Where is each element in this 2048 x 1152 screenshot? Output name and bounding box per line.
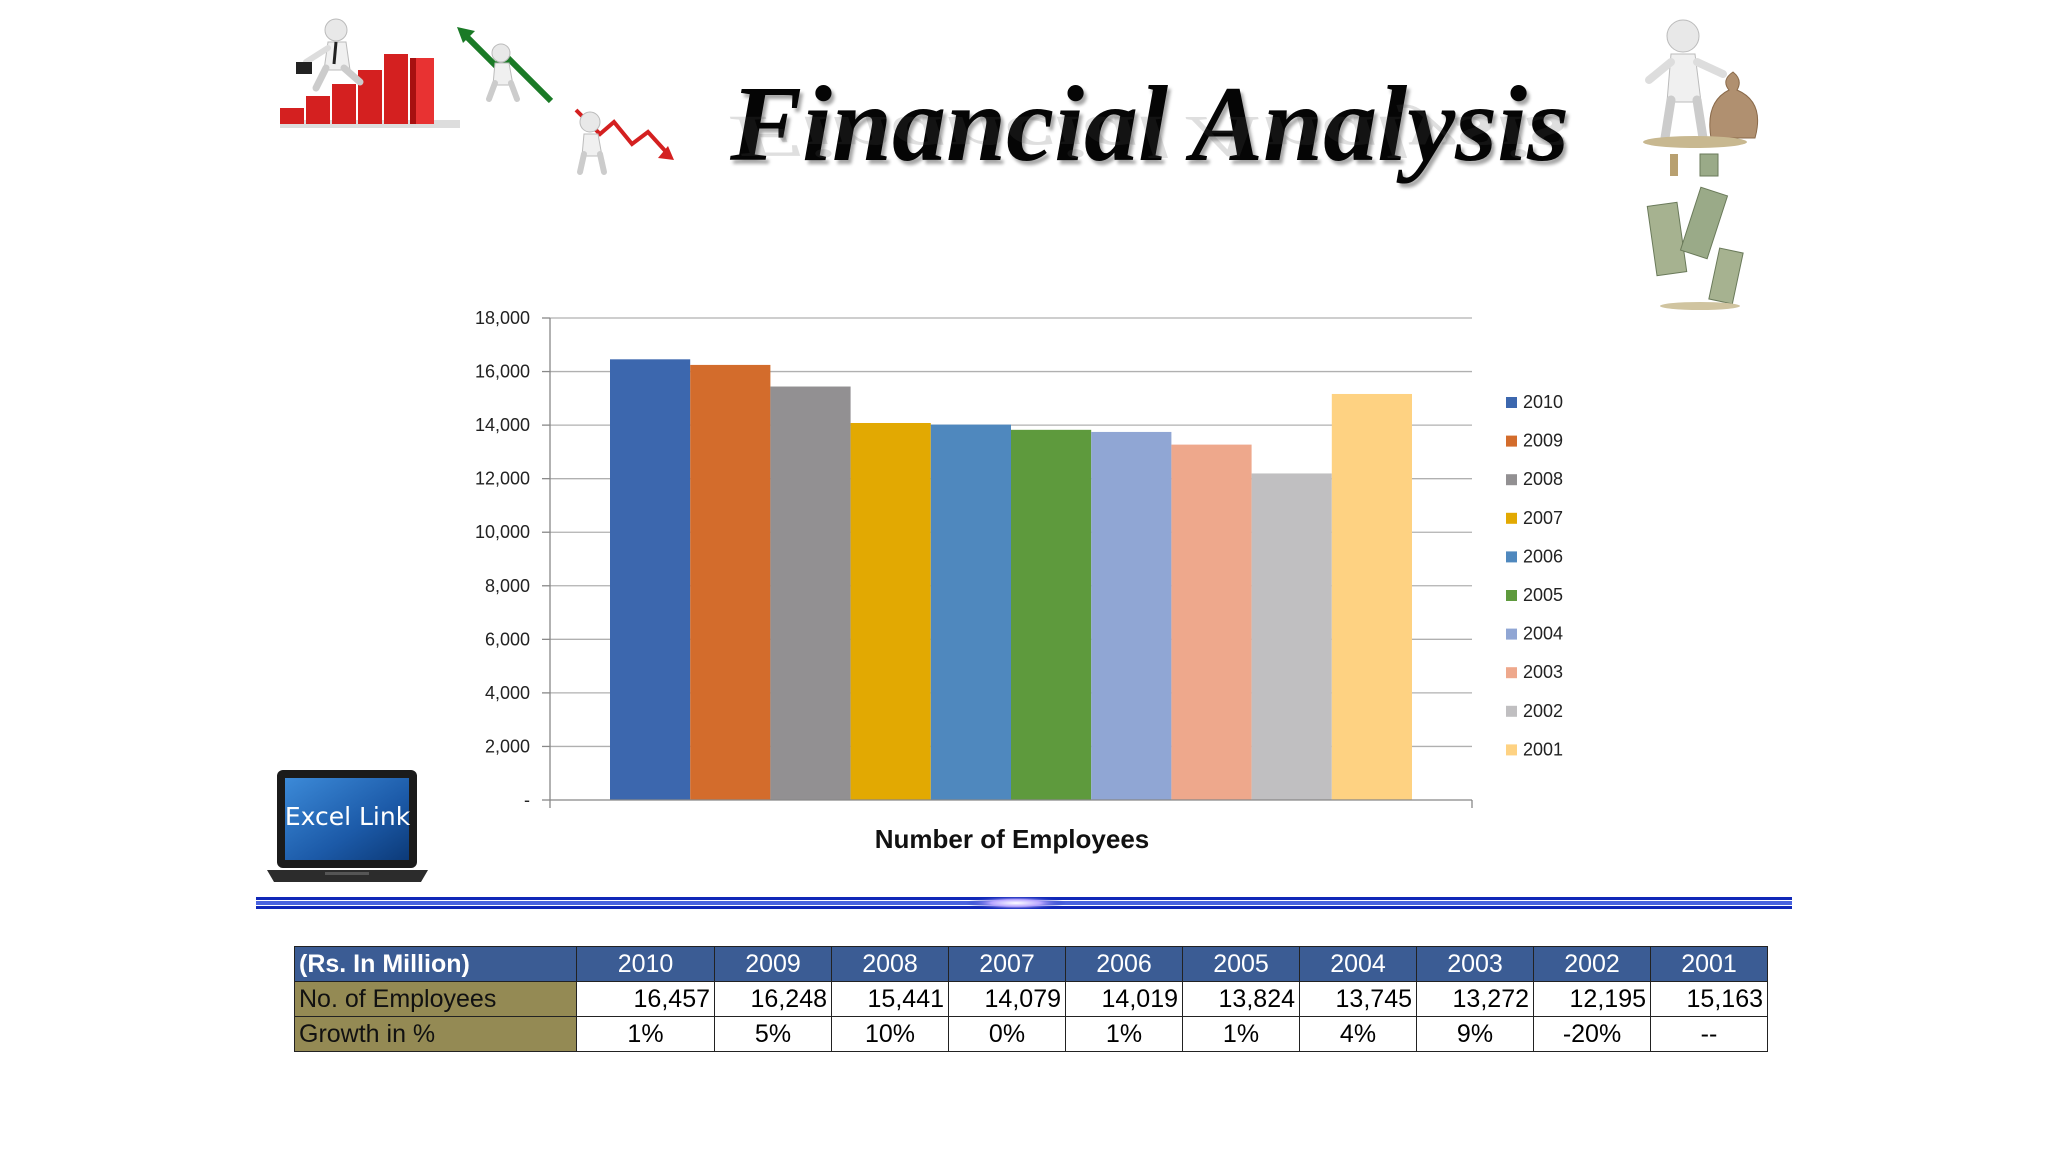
table-cell: 0% <box>948 1016 1066 1052</box>
y-tick-label: 6,000 <box>485 629 530 649</box>
legend-label-2010: 2010 <box>1523 392 1563 412</box>
table-row-employees: No. of Employees 16,457 16,248 15,441 14… <box>294 981 1768 1017</box>
table-cell: 16,457 <box>576 981 715 1017</box>
legend-label-2004: 2004 <box>1523 624 1563 644</box>
table-cell: 12,195 <box>1533 981 1651 1017</box>
page-title-reflection: Financial Analysis <box>730 103 1570 170</box>
table-cell: 14,079 <box>948 981 1066 1017</box>
table-cell: 4% <box>1299 1016 1417 1052</box>
y-tick-label: 8,000 <box>485 576 530 596</box>
table-row-growth: Growth in % 1% 5% 10% 0% 1% 1% 4% 9% -20… <box>294 1016 1768 1052</box>
figure-falling-arrow-icon <box>574 108 674 175</box>
legend-swatch-2008 <box>1506 474 1517 486</box>
legend-swatch-2010 <box>1506 397 1517 408</box>
table-cell: 1% <box>1182 1016 1300 1052</box>
legend-label-2005: 2005 <box>1523 585 1563 605</box>
bar-2010 <box>610 359 691 800</box>
y-tick-label: 18,000 <box>475 308 530 328</box>
table-cell: 15,441 <box>831 981 949 1017</box>
legend-label-2008: 2008 <box>1523 469 1563 489</box>
table-cell: -20% <box>1533 1016 1651 1052</box>
laptop-icon <box>267 770 428 882</box>
legend-label-2003: 2003 <box>1523 662 1563 682</box>
table-cell: 16,248 <box>714 981 832 1017</box>
y-tick-label: - <box>524 790 530 810</box>
legend-swatch-2009 <box>1506 435 1517 447</box>
legend-label-2009: 2009 <box>1523 431 1563 451</box>
row-label: No. of Employees <box>294 981 577 1017</box>
legend-label-2002: 2002 <box>1523 701 1563 721</box>
column-header: 2001 <box>1650 946 1768 982</box>
falling-banknotes-icon <box>1646 153 1744 310</box>
y-tick-label: 10,000 <box>475 522 530 542</box>
table-cell: 13,824 <box>1182 981 1300 1017</box>
column-header: 2008 <box>831 946 949 982</box>
section-divider <box>256 897 1792 909</box>
bar-2002 <box>1251 473 1332 800</box>
table-header-row: (Rs. In Million) 2010 2009 2008 2007 200… <box>294 946 1768 982</box>
table-cell: 13,272 <box>1416 981 1534 1017</box>
row-label: Growth in % <box>294 1016 577 1052</box>
bar-2004 <box>1091 431 1172 800</box>
legend-swatch-2001 <box>1506 744 1517 756</box>
page-title: Financial Analysis <box>730 65 1570 184</box>
legend-swatch-2002 <box>1506 705 1517 717</box>
column-header: 2009 <box>714 946 832 982</box>
bar-2008 <box>770 386 851 800</box>
legend-label-2001: 2001 <box>1523 739 1563 759</box>
legend-swatch-2004 <box>1506 628 1517 640</box>
legend-swatch-2006 <box>1506 551 1517 563</box>
employee-data-table: (Rs. In Million) 2010 2009 2008 2007 200… <box>294 946 1768 1052</box>
y-tick-label: 14,000 <box>475 415 530 435</box>
bar-2005 <box>1011 429 1092 800</box>
table-cell: 1% <box>576 1016 715 1052</box>
legend-swatch-2007 <box>1506 512 1517 524</box>
y-tick-label: 12,000 <box>475 469 530 489</box>
x-axis-label: Number of Employees <box>875 824 1150 854</box>
column-header: 2010 <box>576 946 715 982</box>
table-cell: 5% <box>714 1016 832 1052</box>
figure-rising-arrow-icon <box>457 27 554 104</box>
employees-bar-chart: - 2,000 4,000 6,000 8,000 10,000 12,000 14,000 1… <box>475 308 1563 854</box>
column-header: 2006 <box>1065 946 1183 982</box>
businessman-climbing-bars-icon <box>280 18 460 128</box>
bar-2006 <box>930 424 1011 800</box>
table-cell: 9% <box>1416 1016 1534 1052</box>
table-cell: 15,163 <box>1650 981 1768 1017</box>
figure-with-money-bag-icon <box>1643 19 1759 148</box>
bar-2001 <box>1331 393 1412 800</box>
excel-link-label: Excel Link <box>284 802 411 831</box>
legend-swatch-2005 <box>1506 590 1517 601</box>
column-header: 2002 <box>1533 946 1651 982</box>
bar-2007 <box>850 422 931 800</box>
legend-label-2006: 2006 <box>1523 546 1563 566</box>
column-header: 2005 <box>1182 946 1300 982</box>
column-header: 2004 <box>1299 946 1417 982</box>
y-tick-label: 2,000 <box>485 736 530 756</box>
y-tick-label: 4,000 <box>485 683 530 703</box>
table-cell: 1% <box>1065 1016 1183 1052</box>
legend-label-2007: 2007 <box>1523 508 1563 528</box>
table-cell: 14,019 <box>1065 981 1183 1017</box>
title-block: Financial Analysis Financial Analysis <box>730 60 1570 220</box>
table-corner-label: (Rs. In Million) <box>294 946 577 982</box>
table-cell: 10% <box>831 1016 949 1052</box>
bar-2003 <box>1171 444 1252 800</box>
y-tick-label: 16,000 <box>475 362 530 382</box>
legend-swatch-2003 <box>1506 667 1517 679</box>
bar-2009 <box>690 364 771 800</box>
table-cell: -- <box>1650 1016 1768 1052</box>
excel-link-button[interactable]: Excel Link <box>265 768 430 888</box>
table-cell: 13,745 <box>1299 981 1417 1017</box>
column-header: 2003 <box>1416 946 1534 982</box>
column-header: 2007 <box>948 946 1066 982</box>
